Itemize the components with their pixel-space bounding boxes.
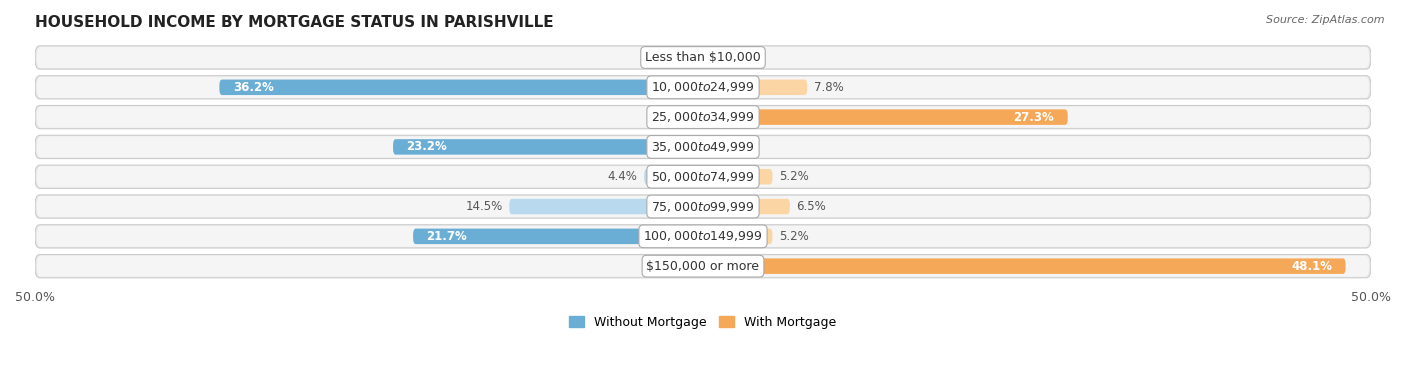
FancyBboxPatch shape: [644, 169, 703, 184]
Text: 0.0%: 0.0%: [666, 51, 696, 64]
FancyBboxPatch shape: [37, 226, 1369, 247]
FancyBboxPatch shape: [683, 109, 703, 125]
Text: 5.2%: 5.2%: [779, 230, 808, 243]
Text: $75,000 to $99,999: $75,000 to $99,999: [651, 199, 755, 213]
Text: 6.5%: 6.5%: [797, 200, 827, 213]
FancyBboxPatch shape: [35, 76, 1371, 99]
FancyBboxPatch shape: [703, 258, 1346, 274]
FancyBboxPatch shape: [703, 80, 807, 95]
FancyBboxPatch shape: [509, 199, 703, 214]
FancyBboxPatch shape: [219, 80, 703, 95]
Text: 0.0%: 0.0%: [710, 51, 740, 64]
Text: 23.2%: 23.2%: [406, 140, 447, 153]
Text: 27.3%: 27.3%: [1014, 110, 1054, 124]
Text: $100,000 to $149,999: $100,000 to $149,999: [644, 229, 762, 243]
Text: 0.0%: 0.0%: [666, 260, 696, 273]
FancyBboxPatch shape: [703, 169, 772, 184]
FancyBboxPatch shape: [413, 228, 703, 244]
Text: 48.1%: 48.1%: [1291, 260, 1333, 273]
FancyBboxPatch shape: [37, 256, 1369, 277]
FancyBboxPatch shape: [37, 166, 1369, 187]
FancyBboxPatch shape: [37, 107, 1369, 128]
FancyBboxPatch shape: [703, 199, 790, 214]
FancyBboxPatch shape: [35, 135, 1371, 159]
Text: 0.0%: 0.0%: [710, 140, 740, 153]
FancyBboxPatch shape: [394, 139, 703, 155]
Text: 36.2%: 36.2%: [233, 81, 274, 94]
FancyBboxPatch shape: [703, 139, 723, 155]
Text: $10,000 to $24,999: $10,000 to $24,999: [651, 80, 755, 94]
FancyBboxPatch shape: [37, 77, 1369, 98]
FancyBboxPatch shape: [35, 46, 1371, 69]
FancyBboxPatch shape: [37, 47, 1369, 68]
Text: HOUSEHOLD INCOME BY MORTGAGE STATUS IN PARISHVILLE: HOUSEHOLD INCOME BY MORTGAGE STATUS IN P…: [35, 15, 554, 30]
FancyBboxPatch shape: [37, 136, 1369, 158]
Text: 0.0%: 0.0%: [666, 110, 696, 124]
FancyBboxPatch shape: [35, 106, 1371, 129]
Text: Less than $10,000: Less than $10,000: [645, 51, 761, 64]
Text: $35,000 to $49,999: $35,000 to $49,999: [651, 140, 755, 154]
FancyBboxPatch shape: [37, 196, 1369, 217]
Text: 21.7%: 21.7%: [426, 230, 467, 243]
FancyBboxPatch shape: [35, 195, 1371, 218]
FancyBboxPatch shape: [703, 50, 723, 65]
Text: 4.4%: 4.4%: [607, 170, 637, 183]
FancyBboxPatch shape: [683, 258, 703, 274]
Text: 7.8%: 7.8%: [814, 81, 844, 94]
Text: Source: ZipAtlas.com: Source: ZipAtlas.com: [1267, 15, 1385, 25]
FancyBboxPatch shape: [683, 50, 703, 65]
Text: 5.2%: 5.2%: [779, 170, 808, 183]
Text: $25,000 to $34,999: $25,000 to $34,999: [651, 110, 755, 124]
Text: $150,000 or more: $150,000 or more: [647, 260, 759, 273]
FancyBboxPatch shape: [35, 225, 1371, 248]
FancyBboxPatch shape: [35, 165, 1371, 188]
FancyBboxPatch shape: [703, 109, 1067, 125]
Legend: Without Mortgage, With Mortgage: Without Mortgage, With Mortgage: [564, 311, 842, 334]
Text: $50,000 to $74,999: $50,000 to $74,999: [651, 170, 755, 184]
Text: 14.5%: 14.5%: [465, 200, 502, 213]
FancyBboxPatch shape: [35, 254, 1371, 278]
FancyBboxPatch shape: [703, 228, 772, 244]
